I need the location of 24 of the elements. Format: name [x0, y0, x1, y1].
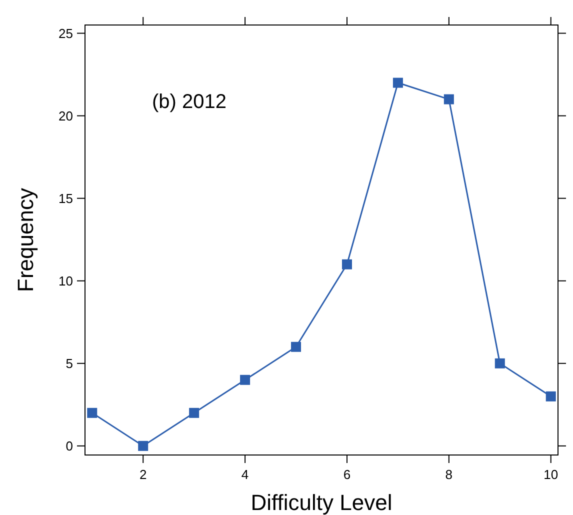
- x-tick-label: 6: [343, 467, 351, 482]
- point: [546, 391, 556, 402]
- point: [87, 408, 98, 418]
- annotation: (b) 2012: [152, 91, 226, 113]
- point: [291, 342, 302, 352]
- x-axis-title: Difficulty Level: [250, 490, 392, 515]
- point: [240, 374, 250, 385]
- y-tick-label: 20: [58, 108, 73, 124]
- point: [392, 78, 403, 88]
- point: [138, 440, 148, 451]
- y-axis-title: Frequency: [13, 188, 38, 292]
- y-tick-label: 25: [58, 26, 73, 41]
- x-tick-label: 2: [139, 467, 147, 482]
- x-tick-label: 4: [241, 467, 249, 482]
- y-tick-label: 5: [66, 356, 73, 371]
- point: [342, 259, 352, 270]
- y-tick-label: 0: [66, 438, 73, 454]
- y-tick-label: 15: [58, 190, 73, 206]
- point: [189, 408, 200, 418]
- point: [444, 94, 454, 104]
- x-tick-label: 10: [544, 467, 558, 482]
- x-tick-label: 8: [445, 467, 453, 482]
- point: [494, 358, 505, 368]
- y-tick-label: 10: [58, 273, 73, 288]
